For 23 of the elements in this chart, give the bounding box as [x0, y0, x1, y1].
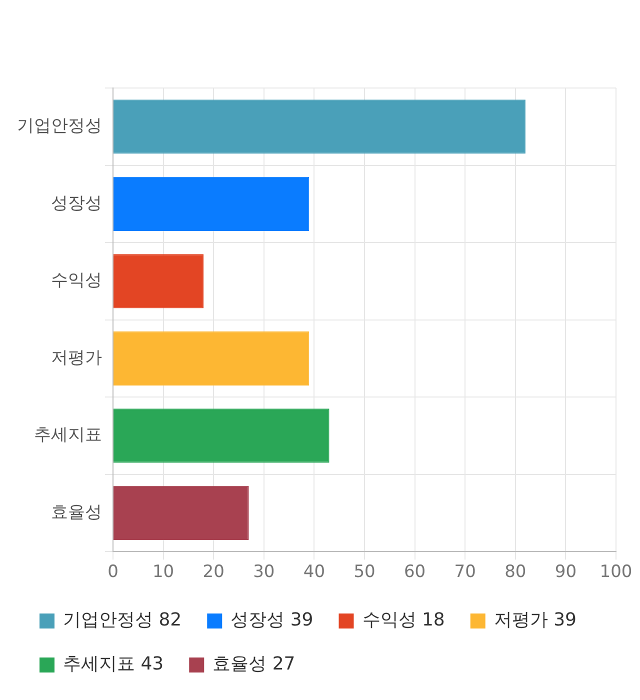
- x-tick-label: 0: [108, 562, 118, 582]
- x-tick-label: 50: [354, 562, 376, 582]
- y-tick-label: 성장성: [51, 193, 102, 214]
- x-tick-label: 100: [600, 562, 632, 582]
- x-tick-label: 20: [202, 562, 224, 582]
- x-tick-label: 30: [253, 562, 275, 582]
- legend-label: 효율성 27: [212, 654, 296, 675]
- x-tick-label: 60: [404, 562, 426, 582]
- x-tick-label: 90: [554, 562, 577, 582]
- x-tick-label: 10: [152, 562, 174, 582]
- y-tick-label: 수익성: [51, 270, 102, 291]
- y-tick-label: 추세지표: [34, 425, 102, 446]
- legend-label: 추세지표 43: [63, 654, 164, 675]
- x-tick-label: 80: [504, 562, 526, 582]
- x-tick-label: 70: [454, 562, 476, 582]
- y-tick-label: 효율성: [51, 502, 102, 522]
- y-tick-label: 기업안정성: [17, 116, 102, 136]
- legend-label: 성장성 39: [230, 610, 314, 631]
- legend-label: 수익성 18: [362, 610, 445, 631]
- legend-label: 저평가 39: [494, 610, 577, 631]
- legend-label: 기업안정성 82: [63, 610, 182, 631]
- y-tick-label: 저평가: [51, 348, 102, 368]
- x-tick-label: 40: [303, 562, 326, 582]
